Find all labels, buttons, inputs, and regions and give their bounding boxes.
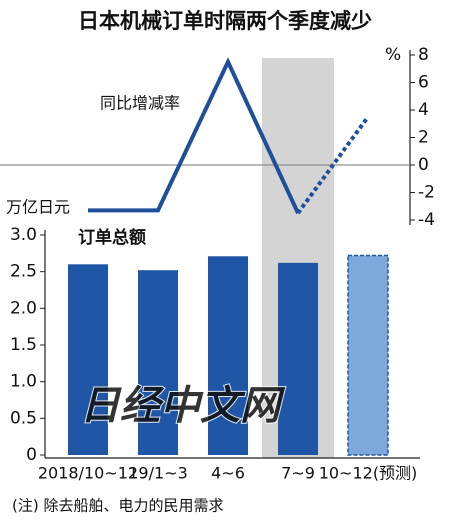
series-label: 同比增减率: [100, 94, 180, 113]
note: (注) 除去船舶、电力的民用需求: [12, 497, 223, 515]
y-tick-label: 1.0: [10, 372, 37, 392]
y-tick-label: 3.0: [10, 225, 37, 245]
watermark: 日经中文网: [80, 383, 286, 429]
y-tick-label: 1.5: [10, 335, 37, 355]
y-tick-label: -2: [418, 183, 435, 203]
line-actual: [88, 57, 300, 214]
y-tick-label: 0: [26, 445, 37, 465]
x-tick-label: 10~12(预测): [319, 464, 418, 483]
y-axis-label: 万亿日元: [6, 198, 70, 217]
line-forecast: [296, 115, 370, 215]
bar: [347, 254, 389, 456]
x-tick-label: 2018/10~12: [38, 464, 138, 483]
x-tick-label: 7~9: [281, 464, 315, 483]
chart-title: 日本机械订单时隔两个季度减少: [78, 9, 372, 33]
y-tick-label: 2: [418, 128, 429, 148]
x-tick-label: 19/1~3: [128, 464, 188, 483]
y-tick-label: 0: [418, 155, 429, 175]
y-tick-label: 6: [418, 73, 429, 93]
series-label: 订单总额: [78, 227, 146, 248]
y-tick-label: 4: [418, 100, 429, 120]
y-tick-label: 2.5: [10, 262, 37, 282]
bar: [278, 262, 318, 455]
x-tick-label: 4~6: [211, 464, 245, 483]
bar: [138, 270, 178, 455]
bar: [208, 256, 248, 455]
y-tick-label: -4: [418, 210, 435, 230]
y-tick-label: 0.5: [10, 408, 37, 428]
y-axis-label: %: [385, 45, 401, 65]
y-tick-label: 8: [418, 45, 429, 65]
bar: [68, 264, 108, 455]
y-tick-label: 2.0: [10, 298, 37, 318]
